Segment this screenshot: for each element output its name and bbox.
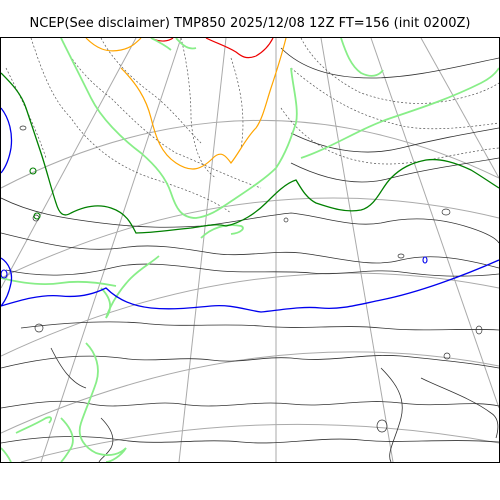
isotherm-light-green-10: [1, 447, 12, 462]
isotherm-7: [1, 436, 499, 444]
feature-8: [397, 253, 405, 259]
isotherm-9: [420, 377, 499, 439]
isotherm-1: [1, 197, 499, 244]
isotherm-10: [50, 347, 87, 389]
isotherm-n3: [290, 157, 499, 183]
latitude-arc-2: [1, 197, 499, 279]
longitude-line-3: [178, 38, 227, 462]
feature-3: [475, 325, 483, 335]
terrain-contour-1: [30, 38, 232, 214]
latitude-arc-5: [20, 423, 499, 462]
map-title: NCEP(See disclaimer) TMP850 2025/12/08 1…: [29, 16, 471, 31]
isotherm-light-green-7: [1, 277, 117, 287]
longitude-line-7: [420, 38, 499, 179]
longitude-line-5: [320, 38, 394, 462]
latitude-arc-4: [1, 351, 499, 434]
isotherm-dark-green: [1, 72, 499, 234]
feature-1: [441, 208, 451, 216]
isotherm-4: [20, 321, 499, 331]
small-green-features: [29, 167, 41, 220]
isotherm-n1: [280, 47, 499, 79]
isotherm-light-green-9: [15, 416, 53, 434]
latitude-lines: [1, 120, 499, 462]
feature-4: [34, 323, 44, 333]
latitude-arc-3: [1, 272, 499, 357]
feature-6: [376, 419, 388, 433]
longitude-line-1: [1, 38, 137, 289]
terrain-contours: [5, 38, 499, 214]
longitude-line-6: [370, 38, 499, 409]
terrain-contour-9: [5, 67, 47, 159]
green-feature-2: [33, 212, 41, 220]
isotherm-lines: [1, 47, 499, 462]
isotherm-light-green-6: [100, 255, 160, 319]
small-blue-features: [1, 256, 428, 279]
feature-7: [283, 217, 289, 223]
small-features: [19, 125, 483, 433]
blue-feature-1: [422, 256, 428, 264]
isotherm-2: [1, 232, 499, 269]
isotherm-light-green-2: [60, 38, 298, 219]
isotherm-light-green-3: [340, 38, 384, 77]
isotherm-5: [1, 355, 499, 369]
terrain-contour-4: [180, 38, 217, 179]
latitude-arc-1: [1, 120, 499, 189]
terrain-contour-6: [290, 67, 499, 130]
isotherm-11: [98, 417, 114, 462]
blue-feature-2: [1, 269, 8, 279]
isotherm-light-green-11: [60, 417, 74, 462]
map-panel: [0, 37, 500, 463]
isotherm-blue: [1, 107, 499, 313]
terrain-contour-5: [300, 38, 499, 104]
isotherm-light-green-1: [150, 38, 197, 51]
isotherm-6: [1, 400, 499, 409]
terrain-contour-2: [60, 38, 262, 189]
longitude-lines: [1, 38, 499, 462]
isotherm-light-green-8: [78, 342, 127, 462]
isotherm-light-green-5: [200, 224, 244, 239]
longitude-line-2: [40, 38, 182, 462]
isotherm-n2: [290, 127, 499, 153]
light-green-isotherms: [1, 38, 499, 462]
isotherm-8: [380, 367, 403, 462]
isotherm-light-green-4: [300, 67, 499, 159]
green-feature-1: [29, 167, 37, 175]
feature-9: [19, 125, 27, 131]
terrain-contour-7: [280, 107, 499, 165]
terrain-contour-8: [230, 57, 244, 149]
feature-2: [443, 352, 451, 360]
terrain-contour-3: [100, 38, 202, 144]
isotherm-orange: [85, 38, 287, 170]
isotherm-3: [5, 263, 499, 277]
temperature-map: [1, 38, 499, 462]
